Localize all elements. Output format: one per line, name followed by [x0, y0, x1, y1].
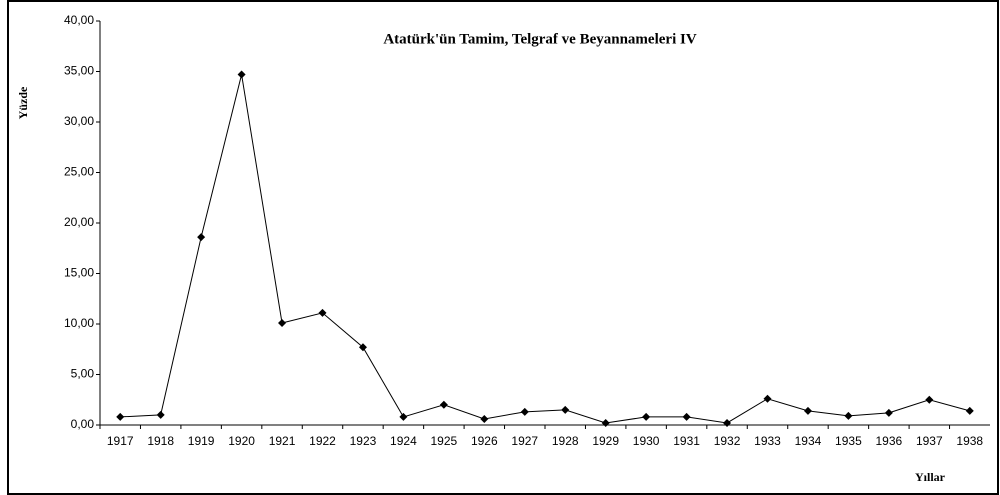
x-tick-label: 1930: [633, 434, 660, 448]
x-tick-label: 1924: [390, 434, 417, 448]
marker: [318, 308, 327, 317]
marker: [156, 410, 165, 419]
marker: [884, 408, 893, 417]
marker: [763, 394, 772, 403]
y-tick-label: 10,00: [64, 316, 94, 330]
marker: [561, 405, 570, 414]
y-tick-label: 30,00: [64, 114, 94, 128]
x-tick-label: 1927: [511, 434, 538, 448]
y-tick-label: 25,00: [64, 165, 94, 179]
marker: [844, 411, 853, 420]
x-tick-label: 1917: [107, 434, 134, 448]
x-tick-label: 1928: [552, 434, 579, 448]
x-axis-label: Yıllar: [915, 470, 946, 484]
marker: [399, 412, 408, 421]
x-tick-label: 1936: [876, 434, 903, 448]
x-tick-label: 1919: [188, 434, 215, 448]
x-tick-label: 1920: [228, 434, 255, 448]
x-tick-label: 1938: [956, 434, 983, 448]
line: [120, 74, 970, 424]
x-tick-label: 1918: [147, 434, 174, 448]
y-tick-label: 40,00: [64, 13, 94, 27]
x-tick-label: 1932: [714, 434, 741, 448]
marker: [803, 406, 812, 415]
marker: [642, 412, 651, 421]
y-tick-label: 0,00: [71, 417, 95, 431]
x-tick-label: 1935: [835, 434, 862, 448]
x-tick-label: 1922: [309, 434, 336, 448]
marker: [197, 233, 206, 242]
y-axis-label: Yüzde: [16, 86, 30, 119]
marker: [237, 70, 246, 79]
x-tick-label: 1923: [350, 434, 377, 448]
marker: [682, 412, 691, 421]
x-tick-label: 1929: [592, 434, 619, 448]
chart-title: Atatürk'ün Tamim, Telgraf ve Beyannamele…: [383, 31, 697, 47]
chart-frame: [7, 0, 999, 495]
x-tick-label: 1926: [471, 434, 498, 448]
y-tick-label: 5,00: [71, 367, 95, 381]
y-tick-label: 20,00: [64, 215, 94, 229]
marker: [480, 414, 489, 423]
marker: [116, 412, 125, 421]
x-tick-label: 1934: [795, 434, 822, 448]
x-tick-label: 1933: [754, 434, 781, 448]
x-tick-label: 1925: [431, 434, 458, 448]
y-tick-label: 35,00: [64, 64, 94, 78]
marker: [278, 318, 287, 327]
marker: [601, 418, 610, 427]
x-tick-label: 1921: [269, 434, 296, 448]
y-tick-label: 15,00: [64, 266, 94, 280]
x-tick-label: 1931: [673, 434, 700, 448]
marker: [520, 407, 529, 416]
marker: [925, 395, 934, 404]
marker: [723, 418, 732, 427]
marker: [965, 406, 974, 415]
marker: [358, 343, 367, 352]
x-tick-label: 1937: [916, 434, 943, 448]
marker: [439, 400, 448, 409]
